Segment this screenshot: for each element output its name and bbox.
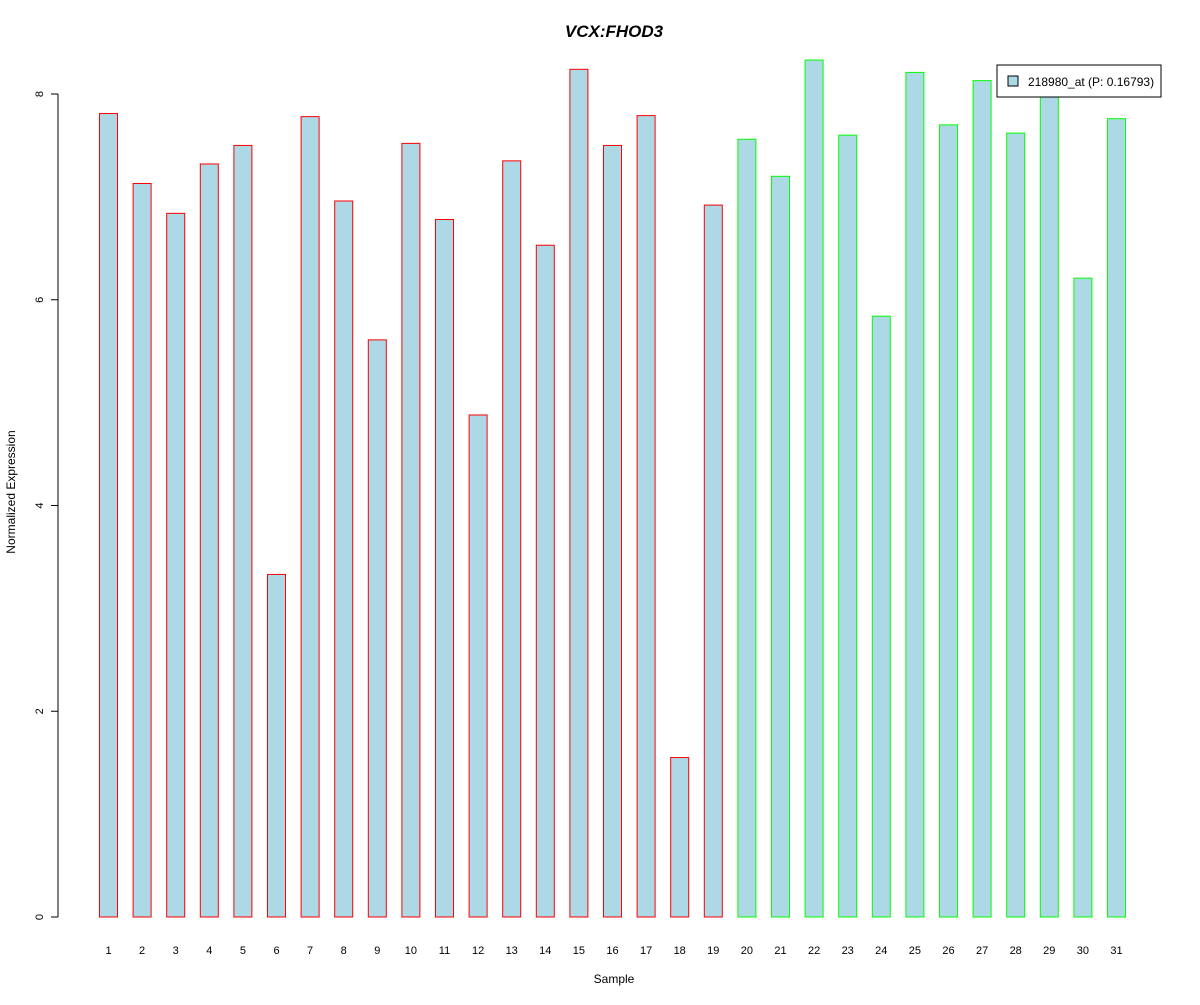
x-tick-label: 22 bbox=[808, 945, 820, 957]
y-tick-label: 0 bbox=[34, 914, 46, 920]
bar-sample-4 bbox=[199, 163, 219, 918]
bar-sample-9 bbox=[367, 339, 387, 918]
x-tick-label: 2 bbox=[139, 945, 145, 957]
bar-sample-11 bbox=[435, 219, 454, 918]
x-tick-label: 20 bbox=[741, 945, 753, 957]
y-tick-label: 6 bbox=[34, 297, 46, 303]
bar-sample-28 bbox=[1006, 132, 1026, 918]
x-tick-label: 27 bbox=[976, 945, 988, 957]
bar-sample-3 bbox=[166, 212, 186, 918]
x-tick-label: 15 bbox=[573, 945, 585, 957]
y-axis-label: Normalized Expression bbox=[4, 430, 18, 553]
bar-sample-24 bbox=[871, 315, 891, 918]
bar-sample-25 bbox=[905, 71, 925, 918]
x-tick-label: 16 bbox=[606, 945, 618, 957]
x-tick-label: 31 bbox=[1110, 945, 1122, 957]
legend: 218980_at (P: 0.16793) bbox=[996, 64, 1162, 98]
bar-sample-2 bbox=[132, 183, 152, 918]
x-tick-label: 11 bbox=[439, 945, 450, 957]
y-tick-label: 4 bbox=[34, 502, 46, 508]
x-tick-label: 6 bbox=[273, 945, 279, 957]
x-tick-label: 19 bbox=[707, 945, 719, 957]
bar-sample-6 bbox=[267, 573, 286, 918]
x-tick-label: 28 bbox=[1010, 945, 1022, 957]
bar-sample-12 bbox=[468, 414, 488, 918]
bar-sample-1 bbox=[99, 113, 118, 918]
bar-sample-31 bbox=[1107, 118, 1126, 918]
y-axis: 0 2 4 6 8 bbox=[34, 91, 59, 920]
x-tick-label: 25 bbox=[909, 945, 921, 957]
bar-sample-14 bbox=[535, 244, 555, 918]
bar-sample-27 bbox=[972, 80, 992, 918]
x-tick-label: 4 bbox=[206, 945, 212, 957]
x-tick-label: 18 bbox=[674, 945, 686, 957]
bar-sample-20 bbox=[737, 138, 757, 918]
bar-sample-19 bbox=[703, 204, 723, 918]
x-tick-label: 30 bbox=[1077, 945, 1089, 957]
x-axis-label: Sample bbox=[594, 972, 635, 986]
bar-sample-22 bbox=[804, 59, 824, 918]
bar-sample-29 bbox=[1039, 86, 1059, 918]
chart-title: VCX:FHOD3 bbox=[565, 22, 664, 41]
x-tick-label: 29 bbox=[1043, 945, 1055, 957]
x-tick-label: 12 bbox=[472, 945, 484, 957]
legend-swatch bbox=[1007, 75, 1019, 87]
x-tick-label: 1 bbox=[105, 945, 111, 957]
x-tick-label: 8 bbox=[341, 945, 347, 957]
bar-sample-5 bbox=[233, 144, 253, 918]
bar-sample-8 bbox=[334, 200, 354, 918]
y-tick-label: 2 bbox=[34, 708, 46, 714]
x-tick-label: 5 bbox=[240, 945, 246, 957]
bar-sample-26 bbox=[939, 124, 958, 918]
bars-group bbox=[99, 59, 1126, 918]
bar-sample-10 bbox=[401, 142, 421, 918]
x-tick-labels: 1 2 3 4 5 6 7 8 9 10 11 12 13 14 15 16 17 18 19 20 21 22 23 24 2… bbox=[105, 945, 1122, 957]
bar-sample-30 bbox=[1073, 277, 1093, 918]
x-tick-label: 3 bbox=[173, 945, 179, 957]
x-tick-label: 21 bbox=[774, 945, 786, 957]
x-tick-label: 26 bbox=[942, 945, 954, 957]
x-tick-label: 10 bbox=[405, 945, 417, 957]
bar-sample-18 bbox=[670, 757, 690, 918]
y-tick-label: 8 bbox=[34, 91, 46, 97]
x-tick-label: 14 bbox=[539, 945, 551, 957]
legend-label: 218980_at (P: 0.16793) bbox=[1028, 75, 1154, 89]
bar-sample-17 bbox=[636, 115, 656, 918]
bar-sample-13 bbox=[502, 160, 522, 918]
x-tick-label: 7 bbox=[307, 945, 313, 957]
x-tick-label: 9 bbox=[374, 945, 380, 957]
bar-sample-15 bbox=[569, 68, 589, 918]
bar-sample-7 bbox=[300, 116, 320, 918]
x-tick-label: 23 bbox=[842, 945, 854, 957]
bar-sample-23 bbox=[838, 134, 858, 918]
x-tick-label: 24 bbox=[875, 945, 887, 957]
x-tick-label: 17 bbox=[640, 945, 652, 957]
bar-sample-16 bbox=[603, 144, 622, 918]
legend-box bbox=[996, 64, 1162, 98]
x-tick-label: 13 bbox=[506, 945, 518, 957]
bar-sample-21 bbox=[771, 175, 790, 918]
